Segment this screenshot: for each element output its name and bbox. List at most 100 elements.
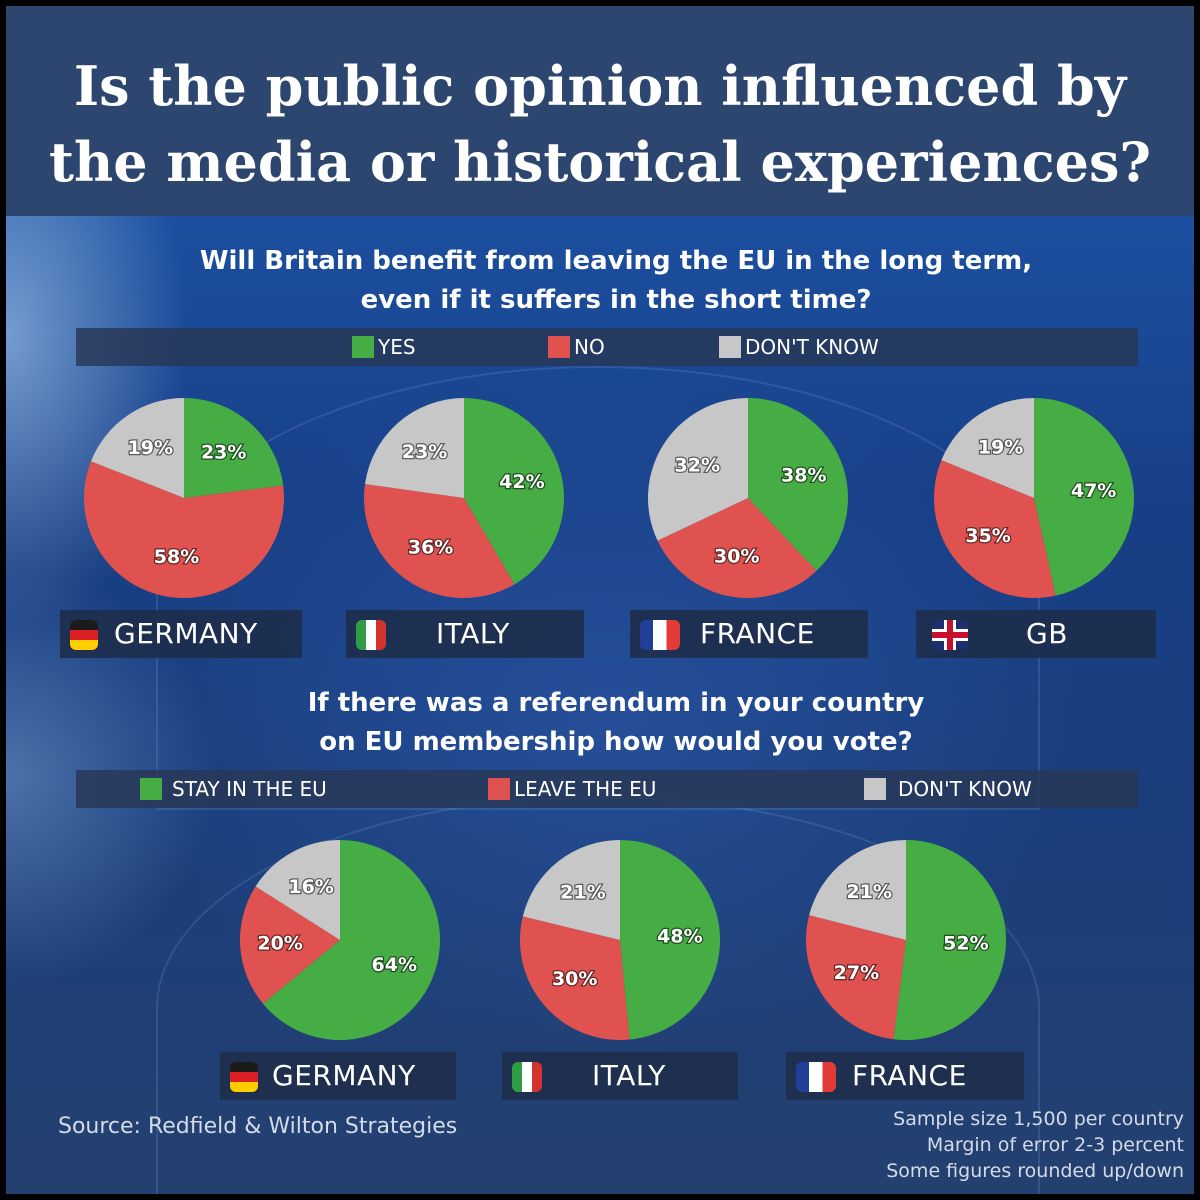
slice-percent-label: 64% [372, 954, 417, 976]
slice-green [1034, 398, 1135, 596]
italy-flag-icon [512, 1062, 542, 1092]
legend-2-leave: LEAVE THE EU [488, 770, 656, 808]
country-card-germany: GERMANY [60, 610, 302, 658]
slice-percent-label: 23% [201, 442, 246, 464]
slice-percent-label: 27% [834, 962, 879, 984]
slice-green [620, 840, 721, 1040]
country-card-italy: ITALY [502, 1052, 738, 1100]
question-1-line-2: even if it suffers in the short time? [360, 285, 872, 315]
slice-green [748, 398, 848, 571]
slice-percent-label: 52% [943, 932, 988, 954]
chart-panel: Will Britain benefit from leaving the EU… [6, 216, 1194, 1194]
slice-red [519, 916, 630, 1041]
methodology-notes: Sample size 1,500 per country Margin of … [886, 1106, 1184, 1184]
slice-grey [255, 840, 340, 940]
legend-label: STAY IN THE EU [172, 777, 327, 801]
slice-percent-label: 21% [560, 881, 605, 903]
banner-title: Is the public opinion influenced by the … [6, 48, 1194, 200]
slice-percent-label: 35% [965, 525, 1010, 547]
pie-q2-france: 52% 27% 21% [805, 840, 1007, 1040]
slice-percent-label: 30% [714, 545, 759, 567]
slice-percent-label: 38% [781, 464, 826, 486]
legend-2-dont-know: DON'T KNOW [864, 770, 1032, 808]
title-banner: Is the public opinion influenced by the … [6, 6, 1194, 216]
country-label: GB [1026, 617, 1068, 650]
note-rounding: Some figures rounded up/down [886, 1160, 1184, 1182]
italy-flag-icon [356, 620, 386, 650]
slice-percent-label: 16% [288, 876, 333, 898]
slice-percent-label: 42% [499, 471, 544, 493]
slice-grey [941, 398, 1034, 498]
country-label: ITALY [592, 1059, 666, 1092]
source-credit: Source: Redfield & Wilton Strategies [58, 1114, 458, 1139]
slice-percent-label: 21% [846, 881, 891, 903]
legend-swatch-grey [864, 778, 886, 800]
legend-1: YES NO DON'T KNOW [76, 328, 1138, 366]
slice-percent-label: 36% [408, 536, 453, 558]
slice-red [364, 484, 515, 598]
country-card-france: FRANCE [786, 1052, 1024, 1100]
slice-percent-label: 32% [675, 454, 720, 476]
legend-swatch-green [352, 336, 374, 358]
slice-grey [522, 840, 620, 940]
legend-1-yes: YES [352, 328, 416, 366]
country-label: GERMANY [114, 617, 258, 650]
country-card-germany: GERMANY [220, 1052, 456, 1100]
legend-swatch-green [140, 778, 162, 800]
slice-percent-label: 48% [657, 926, 702, 948]
note-sample-size: Sample size 1,500 per country [893, 1108, 1184, 1130]
slice-percent-label: 23% [402, 441, 447, 463]
pie-q1-italy: 42% 36% 23% [364, 398, 564, 598]
note-margin-of-error: Margin of error 2-3 percent [926, 1134, 1184, 1156]
country-label: GERMANY [272, 1059, 416, 1092]
slice-green [893, 840, 1007, 1040]
slice-red [240, 886, 340, 1004]
slice-grey [648, 398, 748, 541]
slice-red [805, 915, 906, 1040]
slice-red [933, 460, 1056, 599]
slice-percent-label: 47% [1071, 480, 1116, 502]
legend-label: DON'T KNOW [898, 777, 1032, 801]
uk-flag-icon [932, 620, 968, 650]
pie-q2-germany: 64% 20% 16% [240, 840, 441, 1040]
legend-2-stay: STAY IN THE EU [140, 770, 327, 808]
country-card-gb: GB [916, 610, 1156, 658]
legend-1-no: NO [548, 328, 605, 366]
legend-label: DON'T KNOW [745, 335, 879, 359]
slice-percent-label: 58% [154, 546, 199, 568]
legend-swatch-grey [719, 336, 741, 358]
country-card-italy: ITALY [346, 610, 584, 658]
slice-grey [364, 398, 464, 498]
legend-swatch-red [548, 336, 570, 358]
slice-grey [809, 840, 906, 940]
slice-red [83, 461, 284, 599]
question-1-line-1: Will Britain benefit from leaving the EU… [199, 246, 1033, 276]
banner-title-line-2: the media or historical experiences? [49, 130, 1151, 194]
question-1-title: Will Britain benefit from leaving the EU… [6, 242, 1194, 320]
pie-q1-gb: 47% 35% 19% [933, 398, 1135, 599]
slice-percent-label: 20% [257, 932, 302, 954]
slice-green [464, 398, 564, 585]
question-2-line-1: If there was a referendum in your countr… [307, 688, 925, 718]
germany-flag-icon [70, 620, 98, 650]
slice-green [184, 398, 284, 498]
slice-percent-label: 30% [552, 968, 597, 990]
country-label: FRANCE [700, 617, 815, 650]
slice-percent-label: 19% [128, 437, 173, 459]
country-label: FRANCE [852, 1059, 967, 1092]
germany-flag-icon [230, 1062, 258, 1092]
france-flag-icon [796, 1062, 836, 1092]
country-label: ITALY [436, 617, 510, 650]
france-flag-icon [640, 620, 680, 650]
pie-q2-italy: 48% 30% 21% [519, 840, 721, 1041]
legend-1-dont-know: DON'T KNOW [719, 328, 879, 366]
question-2-line-2: on EU membership how would you vote? [319, 727, 913, 757]
legend-label: YES [378, 335, 416, 359]
country-card-france: FRANCE [630, 610, 868, 658]
legend-label: NO [574, 335, 605, 359]
pie-q1-germany: 23% 58% 19% [83, 398, 284, 599]
slice-green [262, 840, 441, 1040]
pie-q1-france: 38% 30% 32% [648, 398, 848, 598]
slice-red [657, 498, 817, 598]
